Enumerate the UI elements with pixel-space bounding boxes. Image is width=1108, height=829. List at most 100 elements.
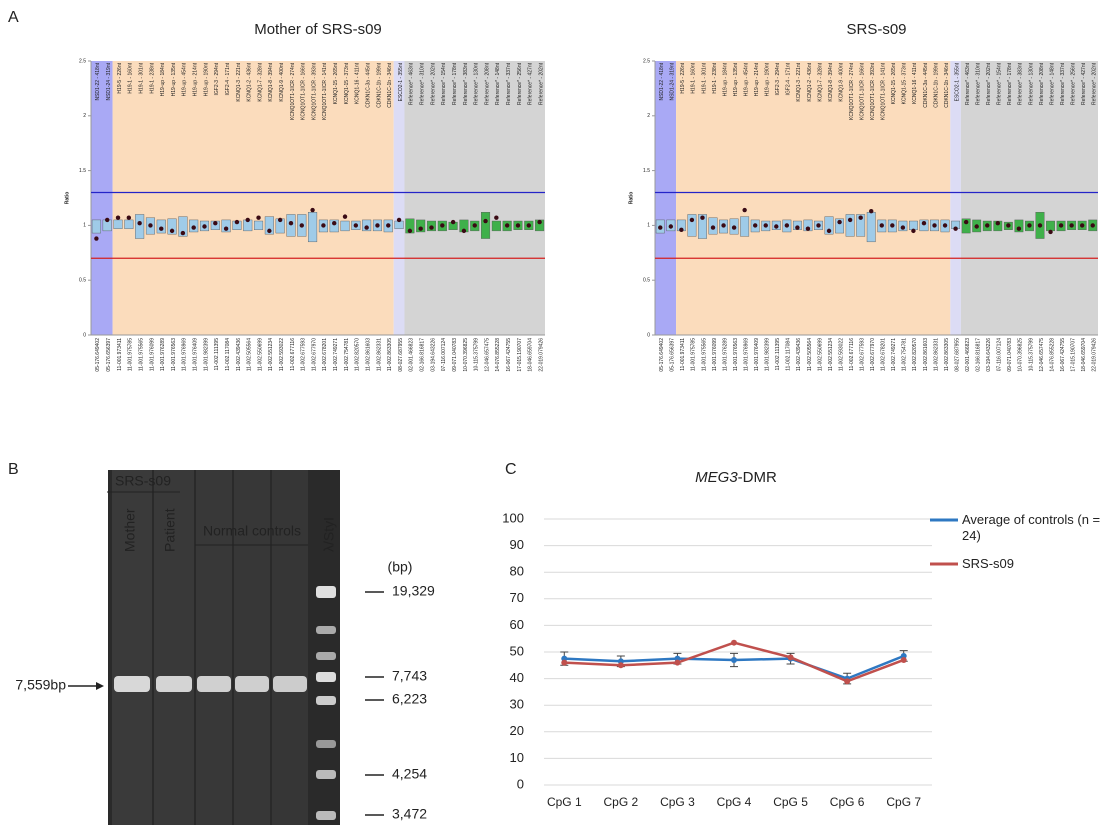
probe-label: Reference* - 202nt [986,62,992,105]
probe-label: CDKN1C-1b - 346nt [944,62,950,107]
ratio-dot [256,216,260,220]
position-label: 10-070.396825 [463,338,469,372]
position-label: 11-001.976409 [754,338,760,371]
probe-label: CDKN1C-1b - 199nt [933,62,939,107]
probe-label: Reference* - 427nt [528,62,534,105]
probe-label: Reference* - 208nt [484,62,490,105]
probe-label: KCNQ1OT1-1ICR - 166nt [301,62,307,120]
position-label: 11-002.861603 [923,338,929,371]
chart-title: SRS-s09 [846,21,906,38]
probe-label: NSD1-22 - 418nt [659,62,665,100]
point [674,660,680,666]
position-label: 11-001.976969 [182,338,188,371]
probe-label: IGF2-4 - 171nt [786,62,792,95]
y-tick-label: 10 [510,750,524,765]
position-label: 10-070.396825 [1018,338,1024,372]
ratio-dot [922,221,926,225]
probe-label: H19-1 - 301nt [138,62,144,93]
y-tick-label: 80 [510,564,524,579]
position-label: 07-116.007124 [441,338,447,371]
figure-canvas: A B C SRS-s09 Mother Patient [0,0,1108,829]
position-label: 09-071.040783 [1007,338,1013,372]
position-label: 02-166.816817 [976,338,982,372]
marker-size: 4,254 [392,766,427,782]
position-label: 11-002.593022 [279,338,285,371]
probe-label: Reference* - 208nt [1039,62,1045,105]
position-label: 11-002.117084 [786,338,792,371]
probe-label: Reference* - 256nt [517,62,523,105]
y-tick-label: 2.5 [643,58,650,64]
ratio-dot [267,229,271,233]
ratio-dot [742,208,746,212]
x-tick-label: CpG 5 [773,795,808,809]
probe-label: KCNQ1-15 - 265nt [333,62,339,104]
point [731,640,737,646]
probe-label: Reference* - 383nt [463,62,469,105]
ratio-dot [658,225,662,229]
position-label: 11-002.439436 [796,338,802,371]
position-label: 05-176.649402 [95,338,101,372]
probe-label: H19-up - 135nt [171,62,177,96]
ratio-dot [105,218,109,222]
position-label: 11-002.820570 [912,338,918,371]
position-label: 11-002.505564 [807,338,813,371]
y-tick-label: 1.5 [79,168,86,174]
probe-label: H19-up - 454nt [182,62,188,96]
y-tick-label: 100 [502,510,524,525]
position-label: 11-002.862331 [376,338,382,371]
ratio-dot [774,224,778,228]
probe-label: H19-up - 190nt [203,62,209,96]
probe-label: KCNQ1OT1-1ICR - 166nt [860,62,866,120]
ratio-dot [753,223,757,227]
chart-title: Mother of SRS-s09 [254,21,382,38]
probe-label: NSD1-24 - 319nt [670,62,676,100]
y-axis-label: Ratio [64,192,70,205]
ratio-dot [679,228,683,232]
probe-label: H19-1 - 160nt [691,62,697,93]
probe-label: CDKN1C-3a - 445nt [923,62,929,107]
probe-label: H19-5 - 226nt [117,62,123,93]
probe-label: KCNQ1-2 - 436nt [807,62,813,101]
ratio-dot [700,216,704,220]
box [492,221,501,231]
probe-label: Reference* - 310nt [976,62,982,105]
ratio-dot [191,225,195,229]
probe-label: H19-up - 454nt [743,62,749,96]
probe-label: H19-up - 184nt [160,62,166,96]
position-label: 16-067.424755 [506,338,512,372]
ratio-dot [246,218,250,222]
position-label: 10-115.375799 [474,338,480,371]
position-label: 11-002.749271 [891,338,897,371]
position-label: 18-046.659704 [528,338,534,372]
y-tick-label: 0.5 [79,278,86,284]
position-label: 02-166.816817 [420,338,426,372]
position-label: 11-001.982399 [765,338,771,371]
probe-label: H19-up - 214nt [754,62,760,96]
probe-label: KCNQ1OT1-1ICR - 141nt [881,62,887,120]
panel-label: A [8,9,19,26]
ratio-dot [837,220,841,224]
probe-label: KCNQ1OT1-1ICR - 141nt [322,62,328,120]
marker-size: 7,743 [392,668,427,684]
box [909,221,917,230]
y-tick-label: 1 [647,223,650,229]
ratio-dot [669,224,673,228]
probe-label: NSD1-24 - 319nt [106,62,112,100]
position-label: 11-002.111395 [214,338,220,371]
probe-label: Reference* - 463nt [965,62,971,105]
probe-label: Reference* - 202nt [538,62,544,105]
position-label: 11-001.976969 [743,338,749,371]
box [308,212,317,242]
y-tick-label: 2 [83,113,86,119]
x-tick-label: CpG 1 [547,795,582,809]
y-tick-label: 40 [510,670,524,685]
position-label: 11-002.862331 [933,338,939,371]
box [92,220,101,233]
probe-label: ESCO2-1 - 355nt [398,62,404,101]
position-label: 16-067.424755 [1060,338,1066,372]
position-label: 05-176.656397 [670,338,676,372]
box [1046,221,1054,231]
ratio-dot [827,229,831,233]
probe-label: KCNQ1-7 - 328nt [817,62,823,101]
position-label: 02-001.466823 [965,338,971,372]
